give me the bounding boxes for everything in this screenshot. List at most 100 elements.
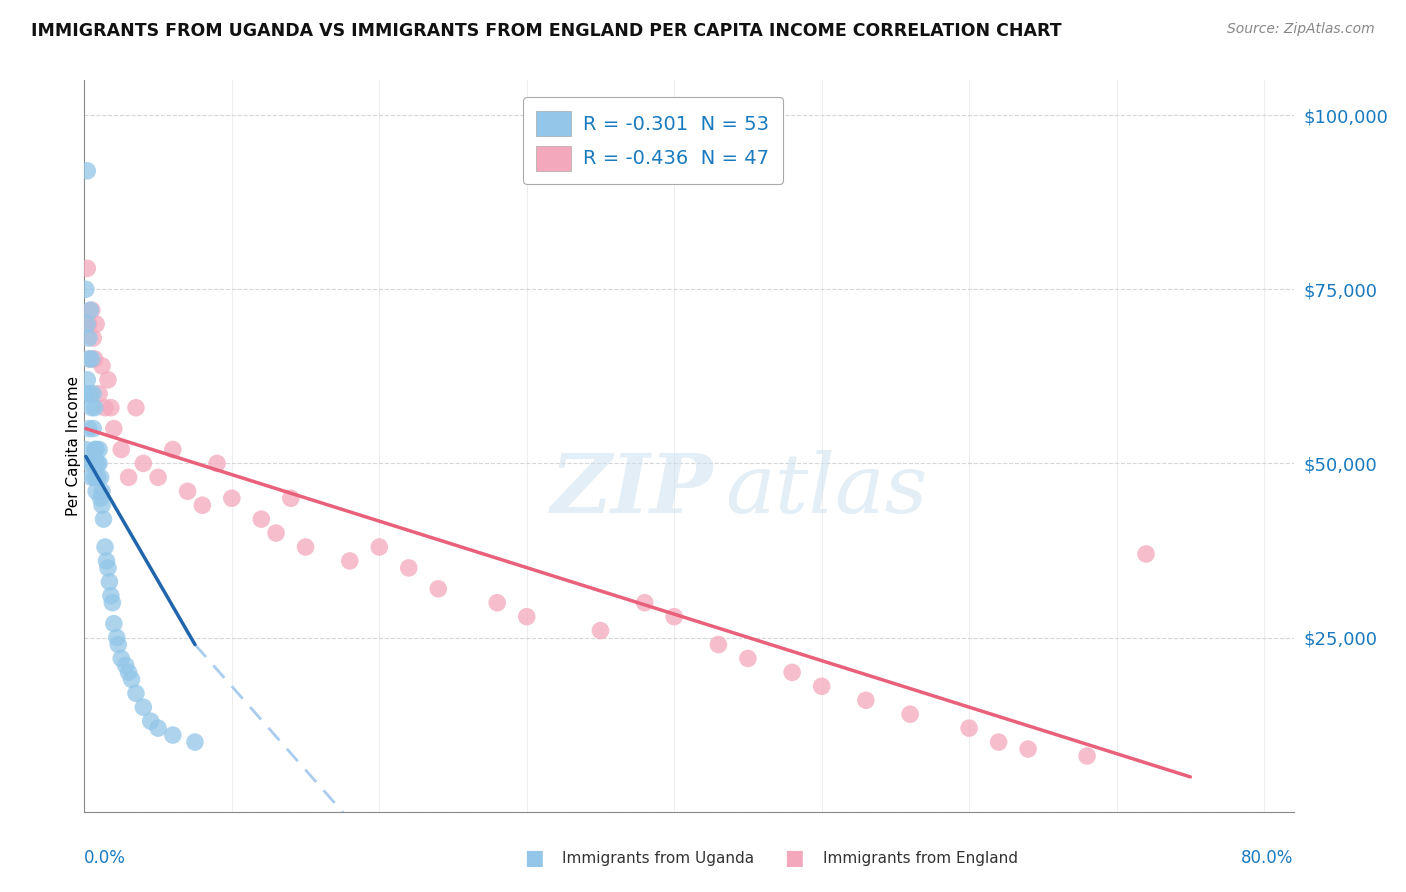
Point (86, 457, 108, 471)
Point (94, 401, 117, 415)
Point (898, 707, 921, 722)
Point (162, 728, 184, 742)
Point (176, 484, 198, 499)
Point (87, 386, 110, 401)
Point (83, 442, 105, 457)
Point (87, 457, 110, 471)
Point (76, 261, 98, 276)
Point (634, 596, 657, 610)
Point (94, 540, 117, 554)
Point (105, 631, 128, 645)
Point (98, 574, 121, 589)
Point (103, 421, 125, 435)
Point (101, 596, 124, 610)
Point (132, 700, 155, 714)
Point (780, 665, 803, 680)
Point (80, 401, 103, 415)
Text: 80.0%: 80.0% (1241, 849, 1294, 867)
Point (83, 351, 105, 366)
Point (117, 665, 139, 680)
Point (76, 373, 98, 387)
Point (86, 470, 108, 484)
Point (77, 351, 100, 366)
Point (77, 331, 100, 345)
Point (339, 554, 361, 568)
Point (80, 351, 103, 366)
Text: 0.0%: 0.0% (84, 849, 127, 867)
Text: ■: ■ (524, 848, 544, 868)
Point (87, 442, 110, 457)
Point (84, 442, 107, 457)
Point (250, 512, 273, 526)
Legend: R = -0.301  N = 53, R = -0.436  N = 47: R = -0.301 N = 53, R = -0.436 N = 47 (523, 97, 783, 185)
Y-axis label: Per Capita Income: Per Capita Income (66, 376, 80, 516)
Point (77, 421, 100, 435)
Point (83, 401, 105, 415)
Point (84, 457, 107, 471)
Point (1017, 742, 1039, 756)
Text: atlas: atlas (725, 450, 928, 530)
Point (516, 609, 538, 624)
Point (139, 714, 162, 728)
Point (398, 561, 420, 575)
Point (184, 735, 207, 749)
Point (82, 421, 104, 435)
Point (205, 457, 228, 471)
Point (91, 359, 114, 373)
Point (75, 386, 97, 401)
Point (855, 693, 877, 707)
Point (368, 540, 391, 554)
Point (707, 638, 730, 652)
Text: Immigrants from England: Immigrants from England (823, 851, 1018, 865)
Point (82, 386, 104, 401)
Point (191, 498, 214, 512)
Point (162, 442, 184, 457)
Point (589, 624, 612, 638)
Point (100, 401, 122, 415)
Point (79, 303, 101, 318)
Point (264, 526, 287, 541)
Point (427, 582, 450, 596)
Point (91, 498, 114, 512)
Point (90, 470, 112, 484)
Point (79, 457, 101, 471)
Point (82, 457, 104, 471)
Point (93, 512, 115, 526)
Point (79, 386, 101, 401)
Point (110, 442, 132, 457)
Point (82, 331, 104, 345)
Point (75, 442, 97, 457)
Point (117, 470, 139, 484)
Text: Immigrants from Uganda: Immigrants from Uganda (562, 851, 755, 865)
Point (146, 721, 169, 735)
Point (90, 491, 112, 506)
Point (221, 491, 243, 506)
Point (83, 470, 105, 484)
Point (294, 540, 316, 554)
Point (110, 651, 132, 665)
Text: ZIP: ZIP (551, 450, 713, 530)
Point (957, 721, 980, 735)
Point (84, 484, 107, 499)
Point (664, 609, 686, 624)
Point (77, 317, 100, 331)
Point (146, 470, 169, 484)
Point (79, 351, 101, 366)
Point (1135, 547, 1157, 561)
Point (125, 686, 148, 700)
Point (125, 401, 148, 415)
Point (97, 373, 120, 387)
Point (80, 303, 103, 318)
Point (1076, 749, 1098, 764)
Point (83, 457, 105, 471)
Point (103, 616, 125, 631)
Point (84, 317, 107, 331)
Point (80, 470, 103, 484)
Point (132, 457, 155, 471)
Point (75, 282, 97, 296)
Point (810, 679, 832, 693)
Point (121, 673, 143, 687)
Text: Source: ZipAtlas.com: Source: ZipAtlas.com (1227, 22, 1375, 37)
Text: ■: ■ (785, 848, 804, 868)
Point (486, 596, 509, 610)
